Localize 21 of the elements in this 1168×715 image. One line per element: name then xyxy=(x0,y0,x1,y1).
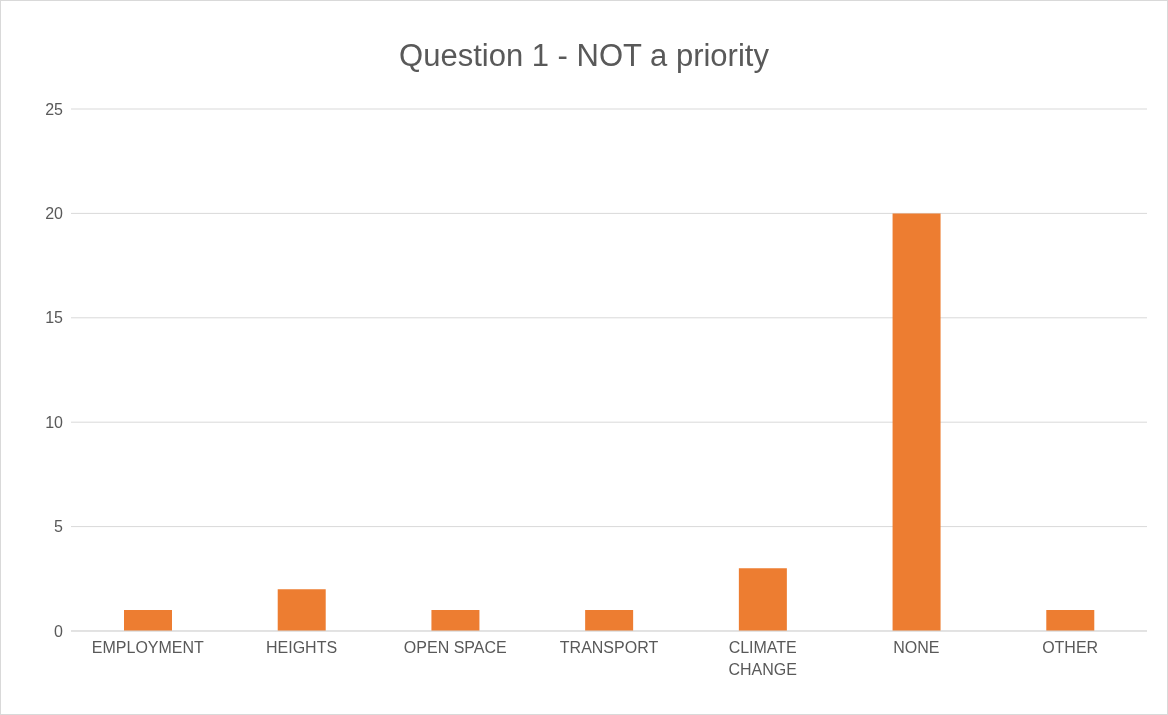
bar xyxy=(124,610,172,631)
bar xyxy=(431,610,480,631)
x-tick-label: HEIGHTS xyxy=(266,639,338,656)
bar xyxy=(1046,610,1095,631)
chart-title: Question 1 - NOT a priority xyxy=(399,38,769,74)
bar xyxy=(277,589,326,631)
x-tick-label: NONE xyxy=(893,639,940,656)
y-tick-label: 20 xyxy=(45,205,64,223)
bar xyxy=(892,213,941,631)
bar xyxy=(738,568,787,631)
x-tick-label: CLIMATE CHANGE xyxy=(728,639,797,678)
y-tick-label: 10 xyxy=(45,413,64,431)
x-tick-label: OTHER xyxy=(1042,639,1099,656)
y-tick-label: 0 xyxy=(54,622,64,640)
y-tick-label: 25 xyxy=(45,100,64,118)
x-tick-label: OPEN SPACE xyxy=(403,639,507,656)
x-tick-label: EMPLOYMENT xyxy=(91,639,205,656)
y-tick-label: 5 xyxy=(54,518,64,536)
bar xyxy=(585,610,634,631)
x-tick-label: TRANSPORT xyxy=(559,639,659,656)
y-tick-label: 15 xyxy=(45,309,64,327)
